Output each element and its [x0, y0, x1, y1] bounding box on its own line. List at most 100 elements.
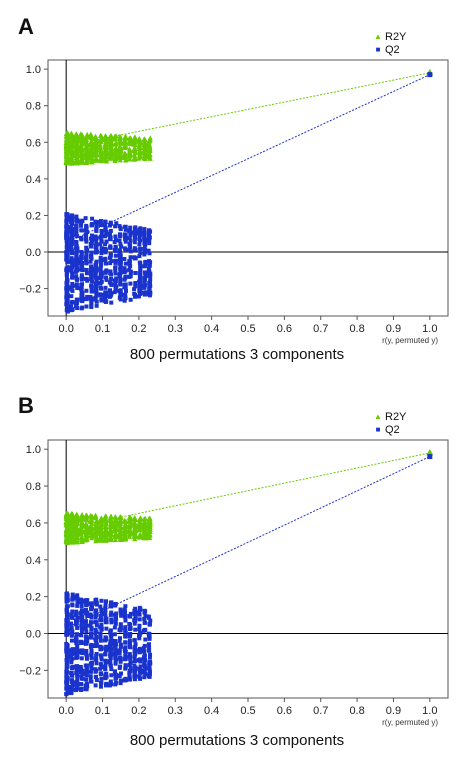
q2-permutation-point	[113, 672, 118, 677]
r2y-permutation-point	[102, 513, 108, 519]
r2y-permutation-point	[94, 519, 100, 525]
q2-permutation-point	[89, 240, 94, 245]
q2-permutation-point	[147, 293, 152, 298]
r2y-permutation-point	[117, 157, 123, 163]
q2-permutation-point	[117, 673, 122, 678]
q2-permutation-point	[69, 304, 74, 309]
q2-permutation-point	[123, 630, 128, 635]
q2-permutation-point	[103, 606, 108, 611]
q2-permutation-point	[78, 258, 83, 263]
regression-line-q2	[65, 74, 431, 244]
q2-permutation-point	[122, 646, 127, 651]
q2-permutation-point	[132, 287, 137, 292]
q2-permutation-point	[138, 275, 143, 280]
q2-permutation-point	[70, 602, 75, 607]
q2-permutation-point	[98, 274, 103, 279]
q2-permutation-point	[123, 227, 128, 232]
q2-permutation-point	[84, 673, 89, 678]
q2-permutation-point	[114, 611, 119, 616]
q2-permutation-point	[146, 631, 151, 636]
q2-permutation-point	[113, 647, 118, 652]
q2-permutation-point	[79, 674, 84, 679]
q2-permutation-point	[109, 667, 114, 672]
q2-permutation-point	[107, 231, 112, 236]
q2-permutation-point	[83, 216, 88, 221]
r2y-permutation-point	[84, 154, 90, 160]
x-tick-label: 0.1	[95, 705, 110, 717]
q2-permutation-point	[128, 263, 133, 268]
r2y-permutation-point	[131, 139, 137, 145]
q2-permutation-point	[94, 634, 99, 639]
x-tick-label: 1.0	[422, 323, 437, 335]
q2-permutation-point	[113, 249, 118, 254]
q2-permutation-point	[147, 636, 152, 641]
q2-permutation-point	[74, 249, 79, 254]
q2-permutation-point	[79, 277, 84, 282]
x-tick-label: 0.2	[131, 323, 146, 335]
q2-permutation-point	[75, 286, 80, 291]
q2-permutation-point	[127, 621, 132, 626]
q2-permutation-point	[99, 676, 104, 681]
r2y-permutation-point	[83, 144, 89, 150]
permutation-plot-b: −0.2 0.0 0.2 0.4 0.6 0.8 1.0 0.0 0.1 0.2 0.3 0.4 0.5…	[19, 439, 449, 727]
q2-permutation-point	[118, 297, 123, 302]
r2y-permutation-point	[83, 159, 90, 165]
q2-permutation-point	[142, 610, 147, 615]
q2-permutation-point	[75, 643, 80, 648]
r2y-permutation-point	[64, 512, 70, 518]
q2-permutation-point	[113, 265, 118, 270]
r2y-permutation-point	[74, 528, 80, 534]
r2y-permutation-point	[108, 140, 114, 146]
r2y-permutation-point	[147, 519, 153, 525]
q2-permutation-point	[108, 261, 113, 266]
q2-permutation-point	[84, 261, 89, 266]
q2-permutation-point	[143, 260, 148, 265]
q2-permutation-point	[69, 213, 74, 218]
q2-permutation-point	[99, 228, 104, 233]
q2-permutation-point	[93, 219, 98, 224]
q2-permutation-point	[109, 639, 114, 644]
q2-permutation-point	[113, 660, 118, 665]
q2-permutation-point	[143, 613, 148, 618]
r2y-permutation-point	[79, 523, 85, 529]
q2-permutation-point	[107, 255, 112, 260]
x-tick-label: 0.1	[95, 323, 110, 335]
q2-permutation-point	[70, 686, 75, 691]
q2-permutation-point	[94, 261, 99, 266]
q2-permutation-point	[138, 266, 143, 271]
r2y-permutation-point	[137, 522, 143, 528]
r2y-permutation-point	[108, 146, 114, 152]
r2y-permutation-point	[102, 537, 108, 543]
q2-permutation-point	[79, 273, 84, 278]
q2-permutation-point	[74, 232, 79, 237]
q2-permutation-point	[94, 678, 99, 683]
q2-permutation-point	[64, 595, 69, 600]
q2-permutation-point	[109, 646, 114, 651]
q2-permutation-point	[113, 271, 118, 276]
q2-permutation-point	[65, 648, 70, 653]
q2-permutation-point	[93, 683, 98, 688]
q2-permutation-point	[79, 285, 84, 290]
y-tick-label: 1.0	[26, 444, 41, 456]
q2-permutation-point	[127, 248, 132, 253]
q2-permutation-point	[84, 629, 89, 634]
q2-permutation-point	[70, 258, 75, 263]
q2-permutation-point	[118, 626, 123, 631]
q2-permutation-point	[75, 650, 80, 655]
y-tick-label: −0.2	[19, 284, 41, 296]
q2-permutation-point	[93, 667, 98, 672]
q2-permutation-point	[80, 676, 85, 681]
r2y-permutation-point	[141, 535, 147, 541]
q2-permutation-point	[75, 667, 80, 672]
q2-permutation-point	[133, 281, 138, 286]
q2-permutation-point	[75, 301, 80, 306]
q2-permutation-point	[133, 271, 138, 276]
r2y-permutation-point	[117, 148, 123, 154]
q2-permutation-point	[94, 620, 99, 625]
q2-permutation-point	[132, 669, 137, 674]
q2-permutation-point	[94, 249, 99, 254]
q2-permutation-point	[132, 621, 137, 626]
q2-permutation-point	[113, 652, 118, 657]
q2-permutation-point	[147, 655, 152, 660]
y-tick-label: 0.6	[26, 518, 41, 530]
